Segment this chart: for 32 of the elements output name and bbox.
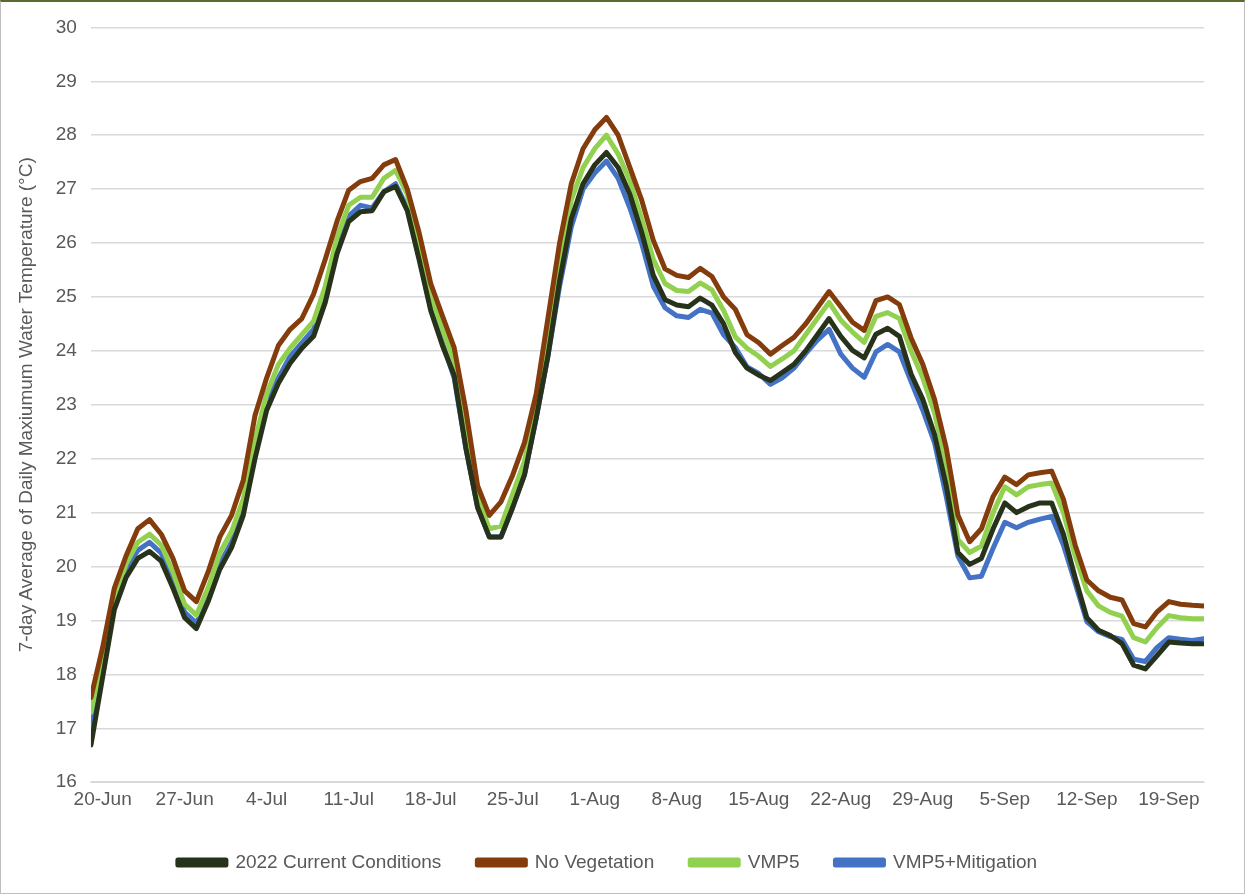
y-tick-label: 19 — [55, 608, 77, 630]
x-tick-label: 18-Jul — [404, 787, 457, 809]
x-tick-label: 5-Sep — [979, 787, 1031, 809]
y-tick-label: 30 — [55, 15, 77, 37]
y-axis-title: 7-day Average of Daily Maxiumum Water Temperature (°C) — [14, 157, 36, 653]
y-tick-label: 27 — [55, 177, 77, 199]
x-tick-label: 1-Aug — [569, 787, 621, 809]
y-tick-label: 20 — [55, 554, 77, 576]
x-tick-label: 22-Aug — [810, 787, 872, 809]
y-tick-label: 22 — [55, 446, 77, 468]
legend-label: No Vegetation — [534, 850, 655, 872]
x-tick-label: 11-Jul — [323, 787, 374, 809]
y-tick-label: 26 — [55, 231, 77, 253]
y-tick-label: 18 — [55, 662, 77, 684]
y-tick-label: 21 — [55, 500, 77, 522]
x-tick-label: 12-Sep — [1056, 787, 1118, 809]
x-tick-label: 25-Jul — [486, 787, 539, 809]
x-tick-label: 4-Jul — [246, 787, 288, 809]
y-tick-label: 23 — [55, 393, 77, 415]
legend-label: VMP5+Mitigation — [892, 850, 1038, 872]
x-tick-label: 29-Aug — [892, 787, 954, 809]
y-tick-label: 24 — [55, 339, 78, 361]
x-tick-label: 19-Sep — [1138, 787, 1200, 809]
legend-label: 2022 Current Conditions — [235, 850, 442, 872]
y-tick-label: 25 — [55, 285, 77, 307]
x-tick-label: 27-Jun — [155, 787, 214, 809]
y-tick-label: 28 — [55, 123, 77, 145]
y-tick-label: 17 — [55, 716, 77, 738]
y-tick-label: 29 — [55, 69, 77, 91]
x-tick-label: 15-Aug — [728, 787, 790, 809]
legend-label: VMP5 — [747, 850, 800, 872]
x-tick-label: 8-Aug — [651, 787, 703, 809]
